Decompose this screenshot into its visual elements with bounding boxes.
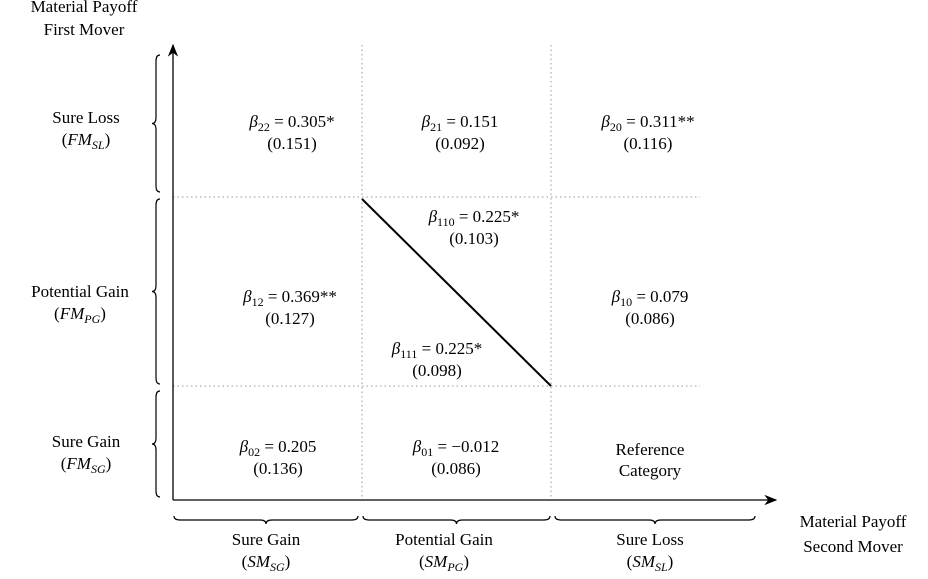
x-group-label: Potential Gain: [395, 530, 493, 549]
text-part: β: [428, 207, 438, 226]
cell-note: Reference: [616, 440, 685, 459]
text-part: ): [285, 552, 291, 571]
x-axis-title: Second Mover: [803, 537, 903, 556]
brace: [151, 54, 161, 193]
text-part: SM: [425, 552, 449, 571]
abbreviation: (SMPG): [419, 552, 469, 574]
coefficient: β10 = 0.079: [611, 287, 689, 309]
coefficient: β111 = 0.225*: [391, 339, 482, 361]
text-part: ): [668, 552, 674, 571]
text-part: β: [239, 437, 249, 456]
text-part: (: [54, 304, 60, 323]
text-part: FM: [65, 454, 91, 473]
abbreviation: (FMSL): [62, 130, 111, 152]
standard-error: (0.136): [253, 459, 303, 478]
standard-error: (0.116): [624, 134, 673, 153]
text-part: SG: [91, 462, 106, 476]
text-part: (: [62, 130, 68, 149]
text-part: 02: [248, 445, 260, 459]
text-part: 01: [421, 445, 433, 459]
brace: [151, 390, 161, 498]
text-part: 10: [620, 295, 632, 309]
coefficient: β20 = 0.311**: [600, 112, 694, 134]
text-part: PG: [446, 560, 463, 574]
coefficient: β110 = 0.225*: [428, 207, 520, 229]
text-part: β: [391, 339, 401, 358]
y-group-label: Potential Gain: [31, 282, 129, 301]
abbreviation: (SMSG): [242, 552, 291, 574]
cell-note: Category: [619, 461, 682, 480]
text-part: = 0.305*: [270, 112, 335, 131]
x-group-label: Sure Loss: [616, 530, 684, 549]
x-group-label: Sure Gain: [232, 530, 301, 549]
text-part: 12: [252, 295, 264, 309]
coefficient: β01 = −0.012: [412, 437, 499, 459]
coefficient: β12 = 0.369**: [242, 287, 337, 309]
text-part: β: [248, 112, 258, 131]
text-part: FM: [59, 304, 85, 323]
text-part: β: [242, 287, 252, 306]
y-axis-title: First Mover: [44, 20, 125, 39]
text-part: (: [627, 552, 633, 571]
coefficient: β21 = 0.151: [421, 112, 499, 134]
standard-error: (0.086): [625, 309, 675, 328]
abbreviation: (FMPG): [54, 304, 106, 326]
standard-error: (0.086): [431, 459, 481, 478]
text-part: = 0.079: [632, 287, 688, 306]
brace: [554, 515, 756, 525]
text-part: 111: [400, 347, 417, 361]
text-part: = −0.012: [433, 437, 499, 456]
text-part: PG: [83, 312, 100, 326]
text-part: ): [105, 130, 111, 149]
braces: [151, 54, 756, 525]
text-part: = 0.205: [260, 437, 316, 456]
text-part: SL: [92, 138, 105, 152]
text-part: ): [106, 454, 112, 473]
coefficient: β02 = 0.205: [239, 437, 317, 459]
text-part: = 0.369**: [264, 287, 337, 306]
text-part: (: [419, 552, 425, 571]
text-part: FM: [66, 130, 92, 149]
abbreviation: (SMSL): [627, 552, 674, 574]
text-part: ): [100, 304, 106, 323]
brace: [362, 515, 551, 525]
text-part: = 0.311**: [622, 112, 695, 131]
text-part: 20: [610, 120, 622, 134]
text-part: SL: [655, 560, 668, 574]
text-part: SM: [632, 552, 656, 571]
text-part: 110: [437, 215, 455, 229]
diagonal: [361, 198, 552, 387]
standard-error: (0.092): [435, 134, 485, 153]
standard-error: (0.103): [449, 229, 499, 248]
text-part: = 0.225*: [417, 339, 482, 358]
y-group-label: Sure Gain: [52, 432, 121, 451]
standard-error: (0.098): [412, 361, 462, 380]
text-part: β: [611, 287, 621, 306]
standard-error: (0.151): [267, 134, 317, 153]
text-part: ): [463, 552, 469, 571]
grid: [173, 45, 700, 500]
text-part: 21: [430, 120, 442, 134]
text-part: β: [412, 437, 422, 456]
abbreviation: (FMSG): [61, 454, 112, 476]
text-part: (: [242, 552, 248, 571]
text-part: (: [61, 454, 67, 473]
x-axis-title: Material Payoff: [800, 512, 907, 531]
text-part: β: [600, 112, 610, 131]
standard-error: (0.127): [265, 309, 315, 328]
y-group-label: Sure Loss: [52, 108, 120, 127]
text-part: = 0.151: [442, 112, 498, 131]
brace: [151, 198, 161, 385]
y-axis-title: Material Payoff: [31, 0, 138, 16]
text-part: = 0.225*: [455, 207, 520, 226]
text-part: β: [421, 112, 431, 131]
text-part: 22: [258, 120, 270, 134]
brace: [173, 515, 359, 525]
text-part: SM: [247, 552, 271, 571]
coefficient: β22 = 0.305*: [248, 112, 334, 134]
text-part: SG: [270, 560, 285, 574]
